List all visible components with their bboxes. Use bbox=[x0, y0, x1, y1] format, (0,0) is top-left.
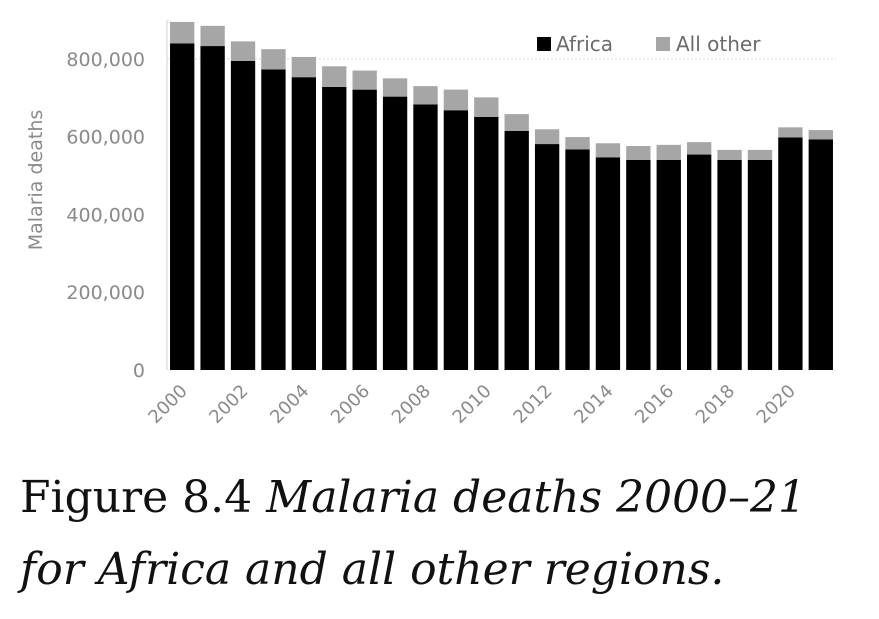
x-tick-label-2008: 2008 bbox=[388, 381, 435, 428]
bars bbox=[170, 21, 833, 371]
bar-all-other-2001 bbox=[200, 25, 225, 47]
y-axis-ticks: 0 200,000 400,000 600,000 800,000 bbox=[66, 49, 145, 382]
bar-africa-2011 bbox=[504, 130, 529, 370]
bar-africa-2010 bbox=[474, 116, 499, 370]
x-tick-label-2020: 2020 bbox=[753, 381, 800, 428]
bar-all-other-2002 bbox=[230, 41, 256, 61]
x-tick-label-2002: 2002 bbox=[205, 381, 252, 428]
bar-africa-2015 bbox=[626, 160, 651, 370]
bar-africa-2008 bbox=[413, 104, 438, 370]
figure-caption-text: Malaria deaths 2000–21 for Africa and al… bbox=[20, 472, 807, 595]
x-tick-label-2016: 2016 bbox=[631, 381, 678, 428]
bar-all-other-2005 bbox=[322, 66, 347, 87]
bar-all-other-2014 bbox=[595, 143, 621, 158]
bar-africa-2017 bbox=[687, 154, 712, 370]
x-tick-label-2012: 2012 bbox=[509, 381, 556, 428]
y-tick-label-600000: 600,000 bbox=[66, 127, 145, 149]
bar-africa-2006 bbox=[352, 89, 377, 371]
figure-caption: Figure 8.4 Malaria deaths 2000–21 for Af… bbox=[20, 462, 870, 606]
x-tick-label-2004: 2004 bbox=[266, 381, 313, 428]
x-tick-label-2010: 2010 bbox=[449, 381, 496, 428]
y-tick-label-0: 0 bbox=[133, 360, 145, 382]
legend: Africa All other bbox=[537, 32, 761, 56]
bar-all-other-2011 bbox=[504, 114, 529, 131]
bar-all-other-2018 bbox=[717, 149, 742, 160]
bar-africa-2002 bbox=[230, 60, 256, 370]
x-tick-label-2018: 2018 bbox=[692, 381, 739, 428]
bar-africa-2005 bbox=[322, 86, 347, 370]
bar-africa-2014 bbox=[595, 157, 621, 370]
x-tick-label-2014: 2014 bbox=[570, 381, 617, 428]
bar-all-other-2010 bbox=[474, 97, 499, 117]
bar-all-other-2003 bbox=[261, 49, 286, 70]
bar-africa-2013 bbox=[565, 149, 590, 370]
bar-africa-2003 bbox=[261, 69, 286, 370]
bar-all-other-2015 bbox=[626, 146, 651, 160]
x-tick-label-2000: 2000 bbox=[144, 381, 191, 428]
bar-africa-2021 bbox=[808, 139, 833, 370]
bar-africa-2016 bbox=[656, 160, 681, 370]
y-tick-label-200000: 200,000 bbox=[66, 282, 145, 304]
legend-label-all-other: All other bbox=[676, 32, 761, 56]
bar-all-other-2000 bbox=[170, 21, 195, 44]
y-tick-label-400000: 400,000 bbox=[66, 204, 145, 226]
x-axis-ticks: 2000 2002 2004 2006 2008 2010 2012 2014 2016 2018… bbox=[144, 381, 799, 428]
legend-label-africa: Africa bbox=[556, 32, 613, 56]
bar-all-other-2012 bbox=[534, 129, 560, 145]
bar-all-other-2017 bbox=[687, 142, 712, 155]
x-tick-label-2006: 2006 bbox=[327, 381, 374, 428]
y-tick-label-800000: 800,000 bbox=[66, 49, 145, 71]
bar-africa-2012 bbox=[534, 144, 560, 370]
bar-all-other-2013 bbox=[565, 137, 590, 150]
bar-all-other-2008 bbox=[413, 86, 438, 105]
bar-africa-2000 bbox=[170, 43, 195, 370]
legend-swatch-all-other bbox=[656, 37, 670, 51]
bar-africa-2001 bbox=[200, 46, 225, 371]
bar-all-other-2020 bbox=[778, 127, 803, 138]
figure-caption-label: Figure 8.4 bbox=[20, 472, 253, 523]
bar-all-other-2006 bbox=[352, 70, 377, 90]
bar-africa-2018 bbox=[717, 160, 742, 370]
bar-africa-2009 bbox=[443, 110, 469, 370]
bar-all-other-2004 bbox=[291, 56, 317, 78]
legend-swatch-africa bbox=[537, 37, 551, 51]
bar-africa-2007 bbox=[382, 96, 408, 371]
bar-africa-2004 bbox=[291, 77, 317, 371]
bar-africa-2019 bbox=[747, 160, 773, 370]
bar-all-other-2007 bbox=[382, 78, 408, 97]
bar-all-other-2009 bbox=[443, 89, 469, 111]
bar-africa-2020 bbox=[778, 137, 803, 370]
y-axis-label: Malaria deaths bbox=[25, 110, 47, 251]
bar-all-other-2016 bbox=[656, 144, 681, 160]
bar-all-other-2019 bbox=[747, 149, 773, 160]
bar-all-other-2021 bbox=[808, 130, 833, 140]
